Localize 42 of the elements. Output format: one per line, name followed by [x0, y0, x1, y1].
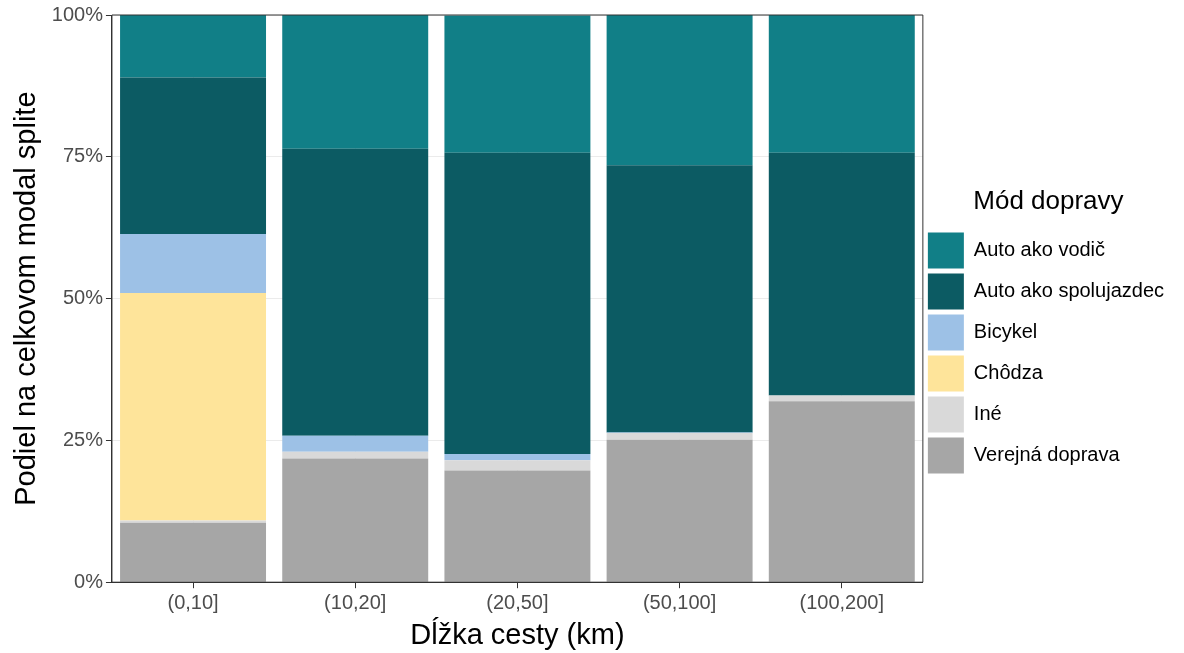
bar [120, 77, 267, 234]
legend-label: Auto ako vodič [973, 238, 1106, 261]
bar [444, 470, 591, 582]
legend-label: Chôdza [973, 361, 1044, 384]
y-tick-label: 50% [62, 286, 104, 309]
x-tick-label: (50,100] [642, 590, 717, 613]
bar [282, 451, 429, 459]
bar [120, 233, 267, 293]
bar [282, 15, 429, 149]
bar [282, 148, 429, 436]
bar [444, 152, 591, 455]
legend-label: Auto ako spolujazdec [973, 279, 1165, 302]
bar [444, 460, 591, 471]
x-axis-title: Dĺžka cesty (km) [410, 616, 625, 650]
bar [606, 15, 753, 166]
x-tick-label: (10,20] [324, 590, 387, 613]
bar [606, 433, 753, 440]
y-axis-title: Podiel na celkovom modal splite [9, 91, 42, 506]
bar [606, 165, 753, 433]
legend-label: Iné [973, 402, 1002, 425]
bar [120, 15, 267, 78]
bar [768, 401, 915, 582]
x-tick-label: (20,50] [486, 590, 549, 613]
bar [768, 152, 915, 396]
y-tick-label: 0% [74, 569, 104, 592]
bar [606, 439, 753, 582]
bar [768, 15, 915, 153]
x-tick-label: (0,10] [167, 590, 219, 613]
legend-title: Mód dopravy [973, 184, 1124, 215]
bar [282, 435, 429, 452]
bar [282, 458, 429, 582]
y-tick-label: 25% [62, 427, 104, 450]
legend-label: Bicykel [973, 320, 1038, 343]
y-tick-label: 100% [51, 2, 104, 25]
bar [120, 522, 267, 582]
x-tick-label: (100,200] [799, 590, 885, 613]
bar [444, 15, 591, 153]
bar [120, 520, 267, 523]
y-tick-label: 75% [62, 144, 104, 167]
bar [120, 292, 267, 521]
bar [444, 454, 591, 461]
legend-label: Verejná doprava [973, 443, 1121, 466]
